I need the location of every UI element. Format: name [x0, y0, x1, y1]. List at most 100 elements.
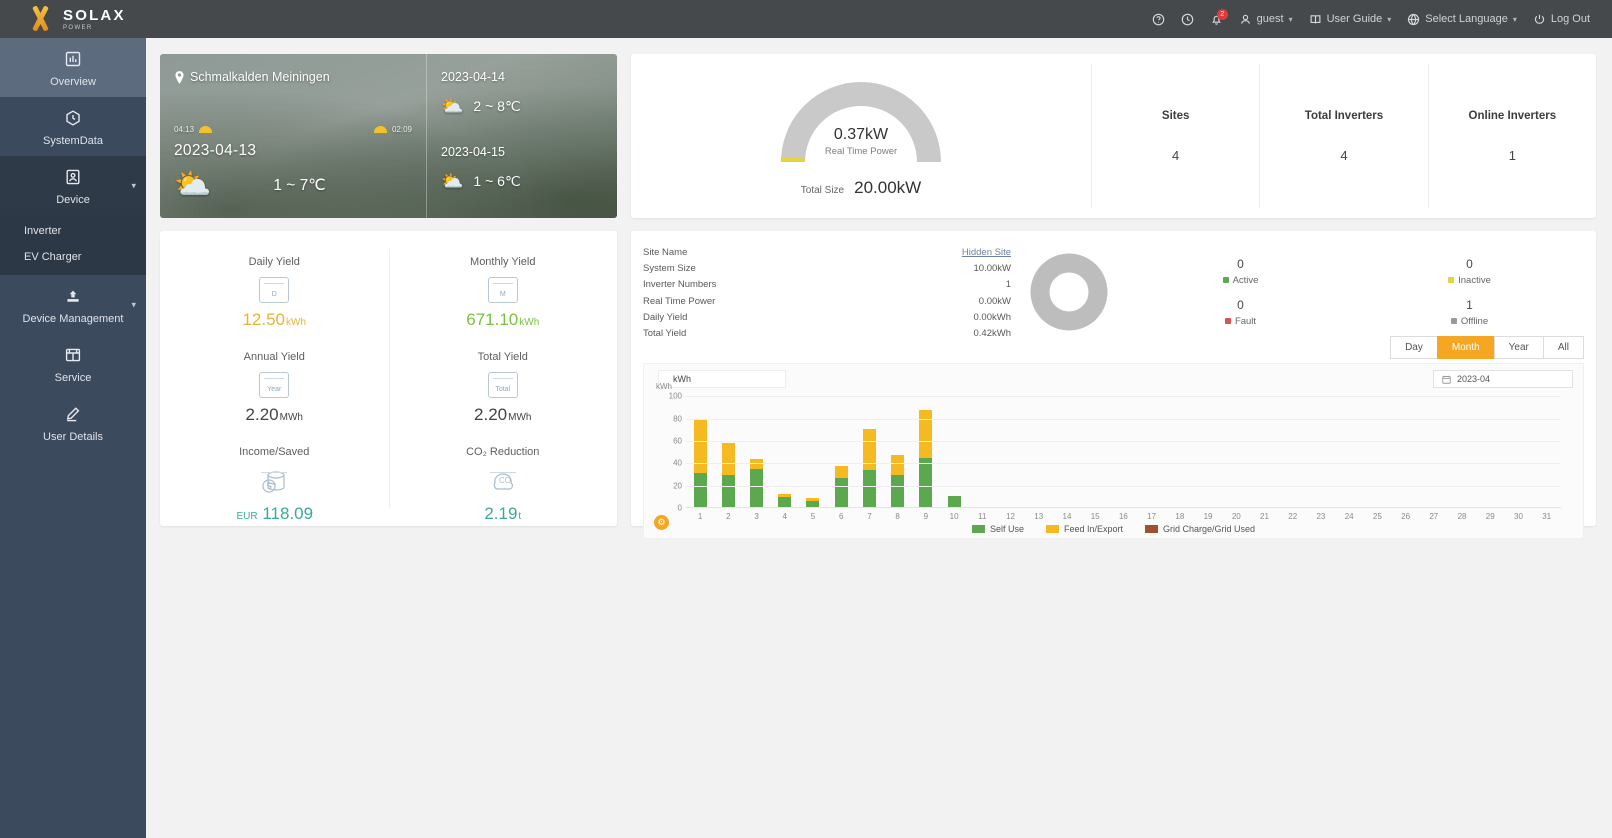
chart-x-labels: 1 2 3 4 5 6 7 8 9 10 11 12 13 14 15 16 17 18 19 20 21 22 23 24 2…: [686, 508, 1561, 521]
bar-slot[interactable]: [742, 459, 770, 508]
status-dot-fault: [1224, 318, 1231, 325]
chart-icon: [63, 49, 83, 69]
bar-segment: [693, 418, 707, 473]
chevron-down-icon: ▾: [1387, 14, 1392, 24]
metric-value: 2.19t: [484, 504, 522, 523]
brand-name: SOLAX: [63, 6, 126, 24]
status-dot-offline: [1450, 318, 1457, 325]
stat-label: Online Inverters: [1468, 109, 1557, 122]
bar-segment: [919, 457, 933, 508]
weather-today-temp-row: ⛅ 1 ~ 7℃: [174, 170, 412, 200]
stat-total-inverters: Total Inverters 4: [1259, 64, 1427, 208]
legend-self-use[interactable]: Self Use: [971, 524, 1024, 534]
metric-value: 12.50kWh: [242, 310, 307, 329]
energy-chart: kWh 2023-04 kWh 1 2 3 4 5 6 7 8 9 10 11 12 13 14 15 16 1…: [643, 363, 1584, 540]
sidebar-subnav: Inverter EV Charger: [0, 215, 146, 276]
bar-slot[interactable]: [855, 428, 883, 508]
metric-value: 2.20MWh: [474, 405, 532, 424]
logout-label: Log Out: [1550, 13, 1590, 25]
date-picker[interactable]: 2023-04: [1433, 370, 1573, 389]
forecast-date-1: 2023-04-14: [441, 70, 505, 84]
notification-bell-icon[interactable]: 2: [1210, 8, 1228, 26]
stat-value: 1: [1508, 147, 1516, 163]
metric-label: Daily Yield: [248, 256, 300, 268]
bar-slot[interactable]: [940, 496, 968, 508]
metric-annual-yield: Annual Yield Year 2.20MWh: [160, 340, 389, 435]
forecast-temp-row-2: ⛅ 1 ~ 6℃: [441, 171, 603, 192]
status-label-row: Inactive: [1355, 275, 1584, 286]
legend-feed-in[interactable]: Feed In/Export: [1045, 524, 1123, 534]
chevron-down-icon: ▾: [131, 180, 136, 191]
x-axis-tick: 20: [1231, 512, 1241, 522]
sidebar-item-user-details[interactable]: User Details: [0, 393, 146, 452]
detail-value: 0.00kWh: [973, 311, 1012, 323]
forecast-condition-icon-1: ⛅: [441, 96, 464, 116]
metric-value: 2.20MWh: [245, 405, 303, 424]
status-dot-inactive: [1448, 277, 1455, 284]
bar-segment: [947, 496, 961, 508]
bar-slot[interactable]: [771, 493, 799, 508]
tab-month[interactable]: Month: [1436, 336, 1494, 360]
bar-slot[interactable]: [799, 498, 827, 508]
detail-value-link[interactable]: Hidden Site: [961, 247, 1011, 258]
device-icon: [63, 167, 83, 187]
site-summary-top: Site Name Hidden Site System Size 10.00k…: [643, 241, 1584, 342]
logout-button[interactable]: Log Out: [1533, 13, 1590, 26]
sunrise-time-group: 04:13: [174, 125, 213, 134]
help-glyph: [1152, 13, 1165, 26]
bar-slot[interactable]: [827, 465, 855, 508]
legend-swatch-grid-charge: [1145, 525, 1158, 534]
help-icon[interactable]: [1152, 13, 1165, 26]
bar-slot[interactable]: [714, 443, 742, 508]
bar-slot[interactable]: [686, 418, 714, 508]
x-axis-tick: 10: [949, 512, 959, 522]
detail-key: Site Name: [643, 247, 688, 258]
sidebar-item-ev-charger[interactable]: EV Charger: [24, 251, 82, 264]
sidebar-item-overview[interactable]: Overview: [0, 38, 146, 98]
bar-slot[interactable]: [912, 409, 940, 508]
settings-gear-icon[interactable]: ⚙: [654, 515, 669, 531]
metric-label: CO₂ Reduction: [466, 446, 540, 458]
tab-day[interactable]: Day: [1390, 336, 1437, 360]
tab-year[interactable]: Year: [1493, 336, 1543, 360]
detail-value: 10.00kW: [973, 263, 1012, 275]
x-axis-tick: 12: [1006, 512, 1015, 522]
weather-condition-icon: ⛅: [174, 168, 212, 201]
weather-location-row: Schmalkalden Meiningen: [174, 70, 412, 84]
x-axis: [686, 507, 1561, 509]
sidebar-item-service[interactable]: Service: [0, 334, 146, 393]
x-axis-tick: 6: [838, 512, 844, 522]
total-size-label: Total Size: [800, 185, 845, 196]
bar-slot[interactable]: [884, 454, 912, 508]
metric-value: 671.10kWh: [466, 310, 540, 329]
calendar-icon: [1442, 375, 1451, 384]
brand-logo[interactable]: SOLAX POWER: [0, 6, 146, 32]
donut-chart: [1030, 253, 1107, 331]
sidebar-item-device-management[interactable]: Device Management ▾: [0, 275, 146, 334]
detail-key: Daily Yield: [643, 311, 688, 323]
sidebar-item-systemdata[interactable]: SystemData: [0, 97, 146, 156]
clock-icon[interactable]: [1181, 13, 1194, 26]
sidebar-item-device[interactable]: Device ▾: [0, 156, 146, 216]
detail-row-daily-yield: Daily Yield 0.00kWh: [643, 310, 1011, 326]
metric-total-yield: Total Yield Total 2.20MWh: [389, 340, 618, 435]
language-menu[interactable]: Select Language ▾: [1407, 13, 1517, 26]
detail-key: System Size: [643, 263, 696, 275]
bar-segment: [721, 443, 735, 475]
grid-line: [686, 441, 1561, 443]
power-gauge-card: 0.37kW Real Time Power Total Size 20.00k…: [631, 54, 1596, 218]
tab-all[interactable]: All: [1542, 336, 1584, 360]
y-axis-tick: 60: [673, 436, 682, 446]
grid-line: [686, 418, 1561, 420]
user-guide-menu[interactable]: User Guide ▾: [1309, 13, 1392, 26]
x-axis-tick: 19: [1203, 512, 1213, 522]
status-label: Inactive: [1458, 274, 1491, 286]
chevron-down-icon: ▾: [1288, 14, 1293, 24]
legend-grid-charge[interactable]: Grid Charge/Grid Used: [1145, 524, 1255, 534]
sidebar-item-inverter[interactable]: Inverter: [24, 225, 62, 238]
user-menu[interactable]: guest ▾: [1239, 13, 1293, 26]
chart-plot-area: kWh 1 2 3 4 5 6 7 8 9 10 11 12 13 14 15 16 17 18 19 20 21 22 2…: [656, 382, 1561, 521]
sidebar-label-overview: Overview: [50, 76, 96, 88]
left-column: Schmalkalden Meiningen 04:13 02:09 2023-…: [160, 54, 617, 526]
x-axis-tick: 7: [867, 512, 872, 522]
